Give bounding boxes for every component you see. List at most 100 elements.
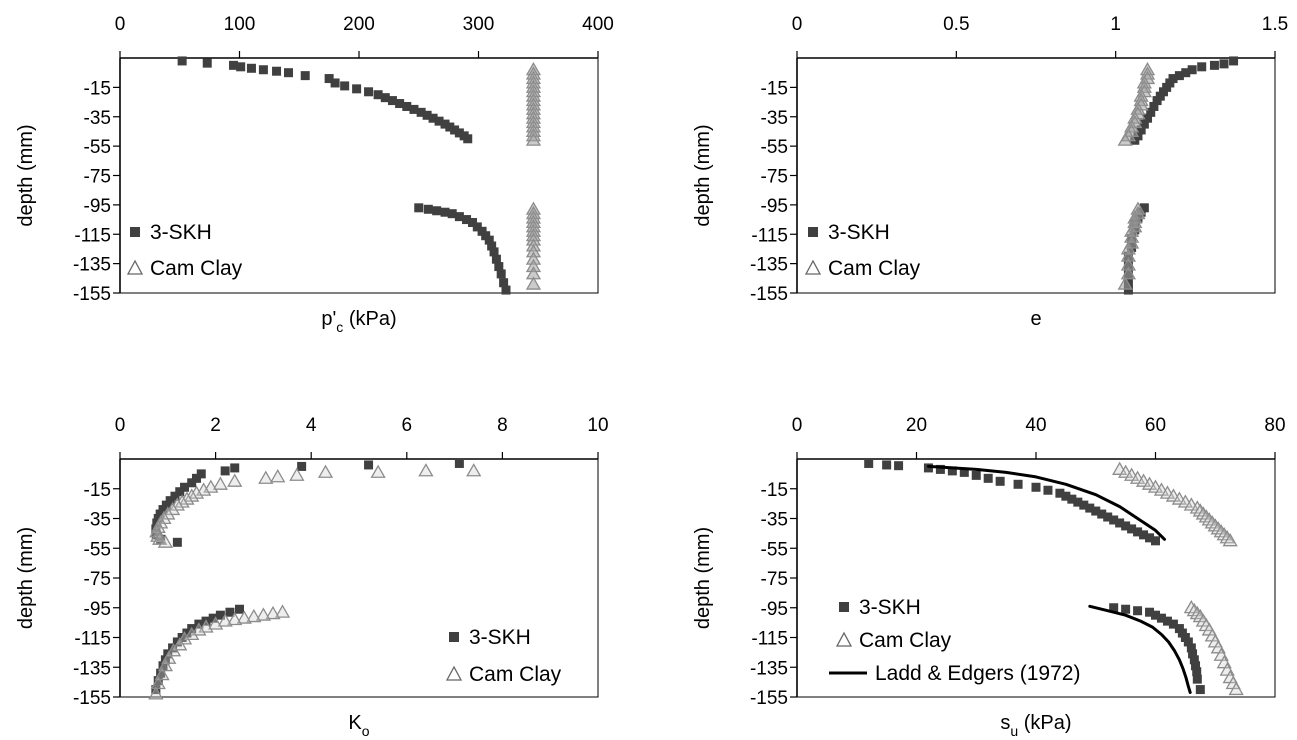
data-point-square [283,68,293,78]
data-point-square [380,93,390,103]
data-point-square [935,464,945,474]
x-tick-label: 0 [115,14,126,35]
x-tick-label: 0 [792,14,803,35]
data-point-square [489,247,499,257]
data-point-square [330,78,340,88]
series-triangle [1117,61,1156,290]
x-tick-label: 300 [463,14,495,35]
x-tick-label: 6 [402,415,413,436]
data-point-square [462,215,472,225]
data-point-square [409,104,419,114]
data-point-square [1139,119,1149,129]
data-point-triangle [212,476,229,490]
data-point-triangle [1195,506,1211,520]
data-point-square [220,466,230,476]
data-point-triangle [265,605,281,620]
y-tick-label: -155 [750,284,788,305]
data-point-triangle [217,613,233,627]
y-tick-label: -15 [84,480,111,501]
data-point-square [1079,500,1089,510]
data-point-square [454,212,464,222]
data-point-square [1149,101,1159,111]
data-point-triangle [169,497,185,511]
y-tick-label: -95 [761,196,788,217]
data-point-square [1013,479,1023,489]
y-tick-label: -115 [751,629,788,650]
data-point-square [468,218,478,227]
data-point-square [472,222,482,232]
x-axis-label-subscript: u [1010,723,1018,739]
legend: 3-SKH Cam Clay Ladd & Edgers (1972) [829,596,1080,685]
ladd-edgers-line [927,464,1166,541]
data-point-square [387,96,397,106]
series-triangle [1112,461,1244,696]
data-point-square [1152,96,1162,106]
x-axis-label-subscript: o [362,723,370,739]
data-point-square [1121,521,1131,531]
data-point-square [450,125,460,135]
legend: 3-SKH Cam Clay [804,221,921,280]
data-point-square [229,60,239,70]
data-point-square [158,661,168,671]
x-tick-label: 8 [497,415,508,436]
data-point-square [1195,685,1205,695]
data-point-square [1127,524,1137,534]
data-point-square [864,458,874,468]
data-point-square [156,534,166,544]
x-axis-label: Ko [348,712,369,739]
data-point-square [402,101,412,111]
data-point-square [1133,606,1143,616]
series-triangle [148,463,482,700]
series-square [151,458,464,695]
x-axis-label-main: e [1030,308,1041,330]
data-point-square [416,107,426,117]
y-tick-label: -35 [761,510,788,531]
y-tick-label: -35 [761,108,788,129]
data-point-square [1073,497,1083,507]
data-point-square [196,469,206,479]
x-tick-label: 0 [792,415,803,436]
y-tick-label: -15 [84,78,111,99]
data-point-triangle [1189,605,1205,620]
data-point-square [364,460,374,470]
legend-marker-square [449,632,459,642]
data-point-triangle [1228,681,1244,696]
ladd-edgers-line [1088,604,1192,694]
data-point-square [1055,488,1065,498]
data-point-triangle [227,611,243,626]
data-point-square [191,473,201,483]
x-tick-label: 4 [306,415,317,436]
data-point-square [445,122,455,132]
x-tick-label: 80 [1264,415,1285,436]
x-axis-label-main: s [1000,712,1010,734]
legend-marker-square [839,602,849,612]
data-point-square [491,254,501,264]
data-point-square [272,66,282,76]
data-point-triangle [1207,518,1223,532]
data-point-square [1067,494,1077,504]
data-point-triangle [1183,599,1199,614]
x-axis-label-main: p' [321,308,336,330]
data-point-square [182,628,192,638]
data-point-square [432,206,442,216]
legend-label: 3-SKH [828,221,890,244]
legend-marker-square [130,227,140,237]
x-axis-label: e [1030,308,1041,330]
x-tick-label: 1 [1110,14,1121,35]
data-point-square [923,463,933,473]
data-point-square [236,62,246,72]
data-point-square [1156,613,1166,623]
x-tick-label: 200 [343,14,375,35]
y-tick-label: -95 [761,599,788,620]
legend-marker-square [808,227,818,237]
data-point-triangle [1213,524,1229,538]
data-point-square [1145,607,1155,617]
legend-label: Cam Clay [469,663,562,686]
legend-marker-triangle [835,631,853,647]
series-triangle [525,61,542,290]
y-tick-label: -55 [84,539,111,560]
data-point-triangle [1219,530,1235,544]
data-point-square [1097,509,1107,519]
data-point-square [422,110,432,120]
y-tick-label: -15 [761,78,788,99]
